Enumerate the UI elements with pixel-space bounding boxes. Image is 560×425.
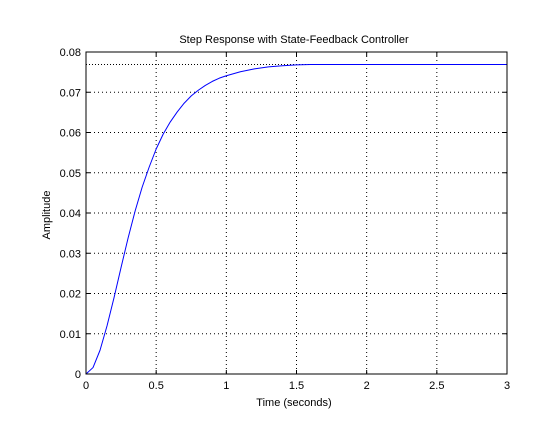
chart-title: Step Response with State-Feedback Contro… [179, 34, 409, 46]
ticks [85, 51, 508, 375]
y-tick-label: 0.06 [60, 128, 81, 140]
y-tick-label: 0.08 [60, 47, 81, 59]
x-axis-title: Time (seconds) [256, 397, 331, 409]
y-tick-label: 0.04 [60, 208, 81, 220]
y-tick-label: 0.03 [60, 248, 81, 260]
x-tick-label: 1 [223, 380, 229, 392]
series-layer [85, 63, 507, 375]
x-tick-label: 0 [83, 380, 89, 392]
x-tick-label: 3 [504, 380, 510, 392]
x-tick-label: 2.5 [429, 380, 444, 392]
y-axis-title: Amplitude [41, 191, 53, 240]
x-tick-labels: 0 0.5 1 1.5 2 2.5 3 [83, 380, 510, 392]
y-tick-label: 0.01 [60, 329, 81, 341]
y-tick-label: 0.02 [60, 289, 81, 301]
x-tick-label: 0.5 [149, 380, 164, 392]
x-tick-label: 1.5 [289, 380, 304, 392]
x-tick-label: 2 [364, 380, 370, 392]
y-tick-label: 0.05 [60, 168, 81, 180]
grid-lines [86, 52, 507, 374]
y-tick-label: 0.07 [60, 87, 81, 99]
y-tick-labels: 0 0.01 0.02 0.03 0.04 0.05 0.06 0.07 0.08 [60, 47, 81, 381]
y-tick-label: 0 [75, 369, 81, 381]
step-response-line [85, 63, 507, 375]
